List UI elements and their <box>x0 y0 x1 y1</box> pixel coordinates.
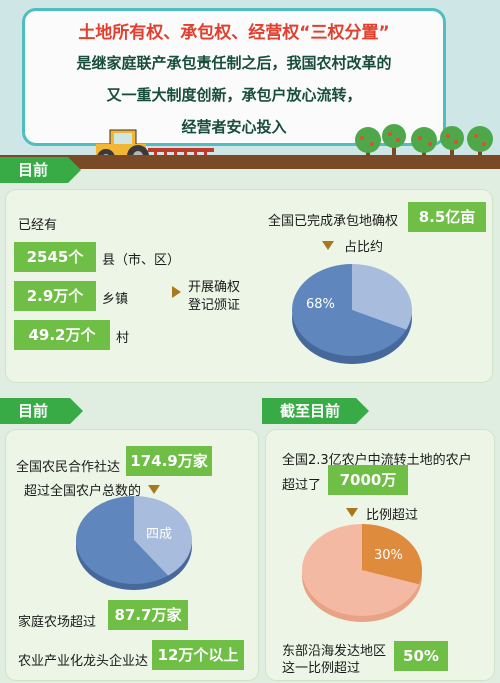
section2-dragon-label: 农业产业化龙头企业达 <box>18 654 149 669</box>
header-line-3: 又一重大制度创新，承包户放心流转， <box>106 86 362 104</box>
section3-ratio-label: 比例超过 <box>366 508 419 523</box>
section3-east-line2: 这一比例超过 <box>282 661 361 676</box>
section3-tab: 截至目前 <box>262 398 369 424</box>
section2-pie-slice <box>134 496 193 576</box>
section1-completed-label: 全国已完成承包地确权 <box>268 214 399 229</box>
arrow-down-icon <box>346 508 358 517</box>
section1-pie-percent: 68% <box>306 297 335 312</box>
section2-share-label: 超过全国农户总数的 <box>24 484 142 499</box>
section1-county-unit: 县（市、区） <box>102 253 181 268</box>
section3-east-line1: 东部沿海发达地区 <box>282 644 387 659</box>
section3-value: 7000万 <box>328 465 408 495</box>
section1-tab: 目前 <box>0 157 81 183</box>
section3-pie-slice <box>362 524 422 585</box>
section1-share-label: 占比约 <box>344 240 384 255</box>
section1-village-value: 49.2万个 <box>14 320 110 350</box>
section1-action-line1: 开展确权 <box>188 280 241 295</box>
section1-town-value: 2.9万个 <box>14 281 96 311</box>
arrow-down-icon <box>148 485 160 494</box>
ground-strip <box>0 155 500 169</box>
section2-dragon-value: 12万个以上 <box>152 640 244 670</box>
section3-pie-label: 30% <box>374 548 403 563</box>
section3-line1: 全国2.3亿农户中流转土地的农户 <box>282 453 472 468</box>
section2-tab-label: 目前 <box>18 402 49 420</box>
section2-farm-label: 家庭农场超过 <box>18 615 97 630</box>
section2-coop-value: 174.9万家 <box>126 446 212 476</box>
header-title: 土地所有权、承包权、经营权“三权分置” <box>78 23 390 43</box>
arrow-down-icon <box>322 241 334 250</box>
section3-pie-remainder <box>301 524 420 616</box>
header-line-4: 经营者安心投入 <box>181 118 287 136</box>
section2-farm-value: 87.7万家 <box>108 600 188 630</box>
section1-pie-chart <box>292 264 413 364</box>
section3-pie-chart <box>301 524 422 622</box>
arrow-right-icon <box>172 286 181 298</box>
header-line-2: 是继家庭联产承包责任制之后，我国农村改革的 <box>76 54 392 72</box>
header-title-box <box>22 8 446 146</box>
trees-illustration <box>355 124 493 162</box>
section3-line2: 超过了 <box>282 478 322 493</box>
section2-pie-label: 四成 <box>146 527 173 542</box>
section2-pie-chart <box>76 496 193 590</box>
section2-coop-label: 全国农民合作社达 <box>16 460 121 475</box>
section1-pie-slice <box>352 264 413 330</box>
section1-tab-label: 目前 <box>18 161 49 179</box>
section1-pie-remainder <box>292 264 407 356</box>
section2-pie-remainder <box>76 496 169 584</box>
section3-tab-label: 截至目前 <box>280 402 341 420</box>
section1-completed-value: 8.5亿亩 <box>408 202 486 232</box>
section1-village-unit: 村 <box>116 331 130 346</box>
section1-action-line2: 登记颁证 <box>188 298 241 313</box>
section1-town-unit: 乡镇 <box>102 292 129 307</box>
section1-already: 已经有 <box>18 218 58 233</box>
section1-county-value: 2545个 <box>14 242 96 272</box>
section2-tab: 目前 <box>0 398 83 424</box>
section3-east-value: 50% <box>394 641 448 671</box>
